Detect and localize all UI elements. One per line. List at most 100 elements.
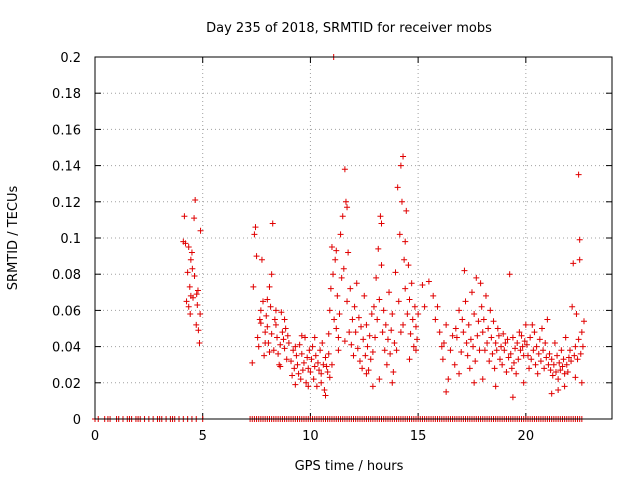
data-point [269,220,276,227]
data-point [421,303,428,310]
data-point [406,296,413,303]
data-point [559,363,566,370]
data-point [188,249,195,256]
data-point [359,365,366,372]
data-point [391,339,398,346]
data-point [360,336,367,343]
data-point [258,256,265,263]
data-point [192,196,199,203]
data-point [290,347,297,354]
data-point [344,298,351,305]
data-point [345,249,352,256]
data-point [323,363,330,370]
data-point [390,368,397,375]
data-point [556,359,563,366]
data-point [412,347,419,354]
data-point [393,347,400,354]
data-point [574,356,581,363]
data-point [521,338,528,345]
data-point [317,347,324,354]
data-point [392,269,399,276]
data-point [460,329,467,336]
y-axis-label: SRMTID / TECUs [6,186,21,291]
data-point [554,352,561,359]
data-point [575,171,582,178]
y-tick-label: 0.1 [60,232,81,247]
data-point [341,338,348,345]
data-point [289,372,296,379]
data-point [389,379,396,386]
data-point [461,267,468,274]
data-point [255,343,262,350]
data-point [314,359,321,366]
y-tick-label: 0.02 [52,377,81,392]
data-point [268,330,275,337]
data-point [311,334,318,341]
data-point [517,347,524,354]
data-point [304,354,311,361]
data-point [335,347,342,354]
data-point [579,343,586,350]
data-point [281,316,288,323]
data-point [528,356,535,363]
data-point [383,361,390,368]
data-points [92,54,587,422]
data-point [342,198,349,205]
y-tick-label: 0.14 [52,160,81,175]
data-point [278,309,285,316]
data-point [185,303,192,310]
data-point [341,166,348,173]
data-point [546,350,553,357]
data-point [297,376,304,383]
data-point [254,334,261,341]
data-point [447,347,454,354]
data-point [377,213,384,220]
data-point [272,321,279,328]
data-point [530,347,537,354]
data-point [449,332,456,339]
data-point [524,352,531,359]
data-point [388,327,395,334]
data-point [576,256,583,263]
data-point [570,260,577,267]
data-point [313,383,320,390]
data-point [347,285,354,292]
data-point [181,213,188,220]
data-point [186,283,193,290]
data-point [318,370,325,377]
data-point [506,271,513,278]
data-point [277,363,284,370]
data-point [490,318,497,325]
data-point [474,332,481,339]
data-point [321,387,328,394]
data-point [468,289,475,296]
data-point [512,345,519,352]
data-point [560,356,567,363]
data-point [478,303,485,310]
data-point [412,323,419,330]
data-point [333,247,340,254]
data-point [425,278,432,285]
data-point [257,307,264,314]
data-point [311,363,318,370]
y-tick-label: 0.18 [52,87,81,102]
data-point [292,381,299,388]
data-point [432,316,439,323]
data-point [374,316,381,323]
data-point [538,325,545,332]
data-point [403,207,410,214]
data-point [540,347,547,354]
data-point [285,339,292,346]
data-point [501,347,508,354]
data-point [480,316,487,323]
data-point [197,311,204,318]
data-point [401,256,408,263]
data-point [282,325,289,332]
data-point [337,231,344,238]
data-point [378,262,385,269]
data-point [526,365,533,372]
data-point [363,370,370,377]
data-point [439,356,446,363]
data-point [250,283,257,290]
y-tick-label: 0.2 [60,51,81,66]
